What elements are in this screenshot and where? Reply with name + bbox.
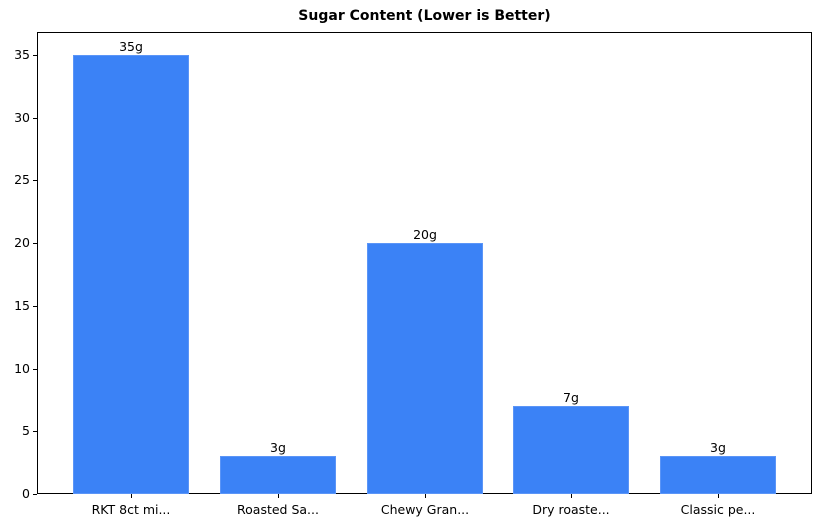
y-tick — [33, 243, 37, 244]
x-tick-label: Dry roaste... — [532, 502, 610, 517]
y-tick-label: 10 — [14, 360, 30, 376]
bar — [220, 456, 336, 494]
x-tick-label: RKT 8ct mi... — [91, 502, 171, 517]
y-tick — [33, 368, 37, 370]
x-tick-label: Roasted Sa... — [237, 502, 319, 517]
y-tick-label: 15 — [14, 297, 30, 313]
bar — [73, 54, 189, 494]
y-tick — [33, 180, 37, 182]
bar-value-label: 3g — [710, 440, 726, 456]
bar-value-label: 7g — [563, 390, 579, 406]
y-tick — [33, 431, 37, 433]
bar-value-label: 3g — [270, 440, 286, 456]
y-tick-label: 30 — [14, 109, 30, 125]
x-tick — [571, 494, 572, 498]
y-tick — [33, 117, 37, 119]
bar-value-label: 35g — [119, 38, 143, 54]
bar — [660, 456, 776, 494]
y-tick-label: 35 — [14, 46, 30, 62]
bar — [367, 243, 483, 494]
bar-value-label: 20g — [413, 227, 437, 242]
bar — [513, 406, 629, 494]
chart-title: Sugar Content (Lower is Better) — [298, 8, 551, 24]
y-tick — [33, 305, 37, 307]
y-tick-label: 25 — [14, 172, 30, 188]
y-tick-label: 0 — [22, 486, 30, 501]
y-tick-label: 20 — [14, 235, 30, 250]
y-tick — [33, 494, 37, 495]
x-tick — [425, 494, 426, 498]
x-tick — [718, 494, 719, 498]
y-tick — [33, 54, 37, 56]
x-tick-label: Classic pe... — [680, 502, 756, 517]
x-tick — [131, 494, 132, 498]
x-tick — [278, 494, 279, 498]
x-tick-label: Chewy Gran... — [380, 502, 470, 517]
y-tick-label: 5 — [22, 423, 30, 439]
